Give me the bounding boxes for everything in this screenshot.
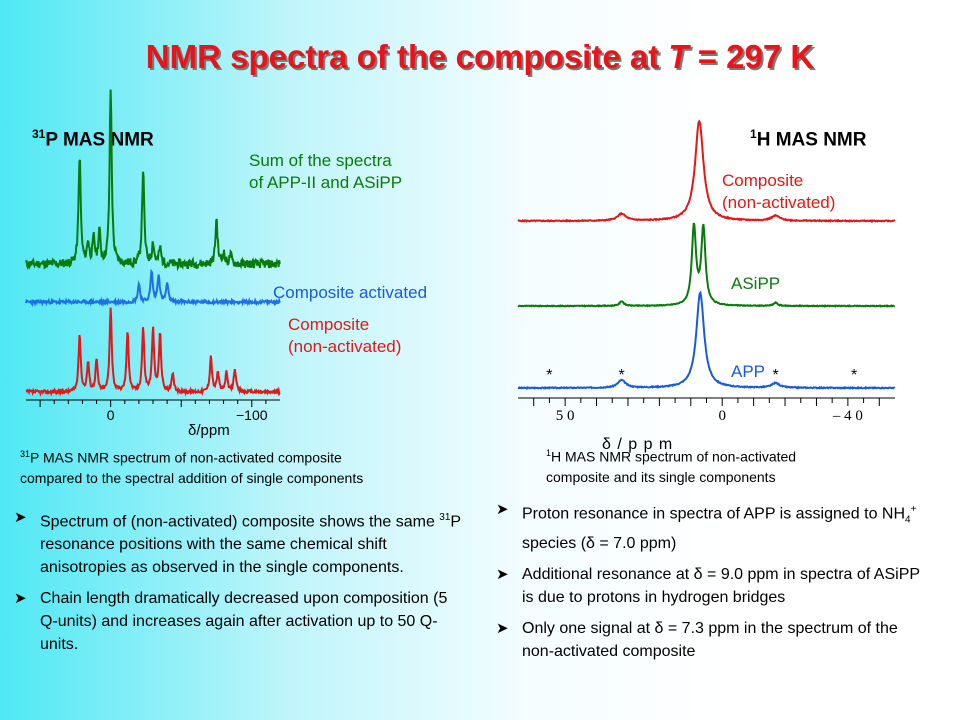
- h1-asipp-label: ASiPP: [731, 274, 781, 293]
- right-bullet-list: ➤ Proton resonance in spectra of APP is …: [496, 498, 926, 671]
- p31-caption: 31P MAS NMR spectrum of non-activated co…: [20, 449, 364, 486]
- h1-composite-label: Composite (non-activated): [722, 171, 836, 212]
- h1-caption: 1H MAS NMR spectrum of non-activated com…: [546, 448, 797, 485]
- left-bullet-list: ➤ Spectrum of (non-activated) composite …: [14, 506, 464, 664]
- h1-spinning-sideband-mark: *: [772, 367, 778, 384]
- p31-x-axis-label: δ/ppm: [188, 422, 230, 439]
- p31-chart-title: 31P MAS NMR: [32, 127, 154, 151]
- h1-composite-spectrum-line: [517, 119, 896, 223]
- p31-activated-spectrum-line: [25, 268, 281, 308]
- h1-spinning-sideband-mark: *: [546, 367, 552, 384]
- bullet-item: ➤ Only one signal at δ = 7.3 ppm in the …: [496, 617, 926, 663]
- arrowhead-bullet-icon: ➤: [14, 590, 27, 608]
- p31-activated-label: Composite activated: [273, 283, 428, 302]
- p31-sum-spectrum-line: [25, 89, 281, 272]
- h1-asipp-spectrum-line: [517, 222, 895, 308]
- h1-chart-title: 1H MAS NMR: [750, 127, 867, 151]
- bullet-item: ➤ Spectrum of (non-activated) composite …: [14, 506, 464, 579]
- p31-x-tick-label: −100: [236, 407, 268, 423]
- bullet-item: ➤ Chain length dramatically decreased up…: [14, 587, 464, 656]
- page-title: NMR spectra of the composite at T = 297 …: [145, 38, 815, 75]
- h1-app-label: APP: [731, 362, 766, 381]
- arrowhead-bullet-icon: ➤: [496, 501, 509, 518]
- h1-spinning-sideband-mark: *: [619, 367, 625, 384]
- p31-nonactivated-label: Composite (non-activated): [288, 315, 402, 356]
- p31-sum-label: Sum of the spectra of APP-II and ASiPP: [249, 151, 403, 192]
- h1-x-axis-label: δ / p p m: [602, 436, 674, 453]
- h1-x-tick-label: 5 0: [556, 408, 575, 424]
- arrowhead-bullet-icon: ➤: [14, 509, 27, 526]
- bullet-item: ➤ Additional resonance at δ = 9.0 ppm in…: [496, 563, 926, 609]
- arrowhead-bullet-icon: ➤: [496, 619, 509, 637]
- h1-x-tick-label: 0: [718, 408, 726, 424]
- arrowhead-bullet-icon: ➤: [496, 565, 509, 583]
- h1-app-spectrum-line: [517, 290, 896, 391]
- h1-x-tick-label: – 4 0: [832, 408, 863, 424]
- bullet-item: ➤ Proton resonance in spectra of APP is …: [496, 498, 926, 555]
- p31-nonactivated-spectrum-line: [25, 307, 281, 398]
- h1-spinning-sideband-mark: *: [851, 367, 857, 384]
- p31-x-tick-label: 0: [107, 407, 115, 423]
